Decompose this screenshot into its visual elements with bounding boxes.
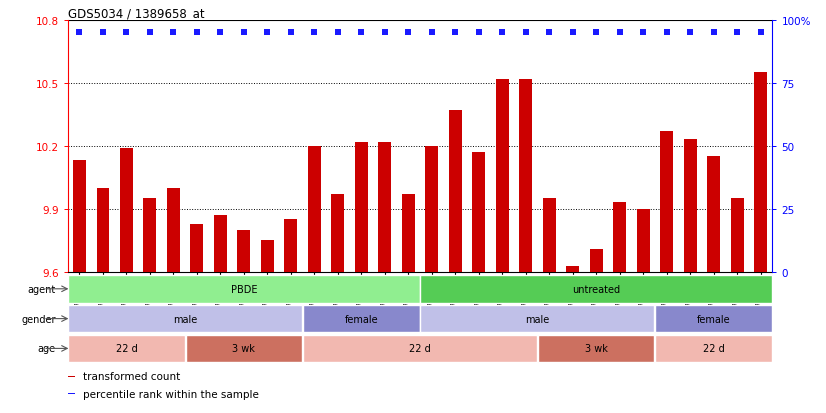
Bar <box>566 266 579 272</box>
Point <box>543 30 556 36</box>
Bar <box>425 147 439 272</box>
Bar <box>68 393 75 394</box>
Point <box>472 30 486 36</box>
Bar <box>660 132 673 272</box>
Bar <box>378 142 392 272</box>
Bar <box>331 195 344 272</box>
Text: 22 d: 22 d <box>116 344 137 354</box>
FancyBboxPatch shape <box>303 335 537 362</box>
Point <box>120 30 133 36</box>
Point <box>590 30 603 36</box>
FancyBboxPatch shape <box>420 275 771 303</box>
Text: 3 wk: 3 wk <box>585 344 608 354</box>
Point <box>144 30 157 36</box>
Point <box>284 30 297 36</box>
Text: percentile rank within the sample: percentile rank within the sample <box>83 389 259 399</box>
Bar <box>731 199 743 272</box>
Bar <box>707 157 720 272</box>
Point <box>214 30 227 36</box>
Bar <box>167 188 180 272</box>
Point <box>566 30 579 36</box>
Bar <box>120 149 133 272</box>
Point <box>73 30 86 36</box>
Bar <box>684 140 696 272</box>
Bar <box>543 199 556 272</box>
Point <box>754 30 767 36</box>
FancyBboxPatch shape <box>655 305 771 332</box>
Point <box>190 30 203 36</box>
Bar <box>590 249 603 272</box>
FancyBboxPatch shape <box>69 305 302 332</box>
Text: untreated: untreated <box>572 284 620 294</box>
FancyBboxPatch shape <box>69 335 185 362</box>
FancyBboxPatch shape <box>303 305 420 332</box>
Point <box>683 30 696 36</box>
Point <box>354 30 368 36</box>
Bar <box>308 147 320 272</box>
Point <box>660 30 673 36</box>
Bar <box>520 79 532 272</box>
Text: female: female <box>344 314 378 324</box>
Bar <box>355 142 368 272</box>
Point <box>308 30 321 36</box>
Text: male: male <box>525 314 549 324</box>
Point <box>237 30 250 36</box>
Bar <box>144 199 156 272</box>
Bar <box>472 153 485 272</box>
Bar <box>449 111 462 272</box>
Point <box>613 30 626 36</box>
Bar <box>613 203 626 272</box>
Text: 22 d: 22 d <box>703 344 724 354</box>
Bar <box>754 73 767 272</box>
Point <box>449 30 462 36</box>
Text: male: male <box>173 314 197 324</box>
Point <box>637 30 650 36</box>
Bar <box>97 188 109 272</box>
FancyBboxPatch shape <box>420 305 654 332</box>
Bar <box>401 195 415 272</box>
Point <box>425 30 439 36</box>
Bar <box>496 79 509 272</box>
Bar <box>284 220 297 272</box>
Text: female: female <box>697 314 730 324</box>
Point <box>261 30 274 36</box>
Bar <box>73 161 86 272</box>
Text: GDS5034 / 1389658_at: GDS5034 / 1389658_at <box>68 7 204 19</box>
Bar <box>261 241 274 272</box>
Text: 3 wk: 3 wk <box>232 344 255 354</box>
Point <box>401 30 415 36</box>
Bar <box>237 230 250 272</box>
Text: PBDE: PBDE <box>230 284 257 294</box>
Point <box>97 30 110 36</box>
Text: age: age <box>38 344 56 354</box>
Point <box>378 30 392 36</box>
Point <box>496 30 509 36</box>
Text: agent: agent <box>28 284 56 294</box>
Bar <box>191 224 203 272</box>
FancyBboxPatch shape <box>538 335 654 362</box>
Point <box>730 30 743 36</box>
FancyBboxPatch shape <box>69 275 420 303</box>
FancyBboxPatch shape <box>655 335 771 362</box>
Text: gender: gender <box>21 314 56 324</box>
Text: 22 d: 22 d <box>409 344 431 354</box>
Bar <box>68 376 75 377</box>
FancyBboxPatch shape <box>186 335 302 362</box>
Bar <box>637 209 649 272</box>
Point <box>519 30 532 36</box>
Text: transformed count: transformed count <box>83 372 181 382</box>
Point <box>707 30 720 36</box>
Point <box>331 30 344 36</box>
Point <box>167 30 180 36</box>
Bar <box>214 216 227 272</box>
